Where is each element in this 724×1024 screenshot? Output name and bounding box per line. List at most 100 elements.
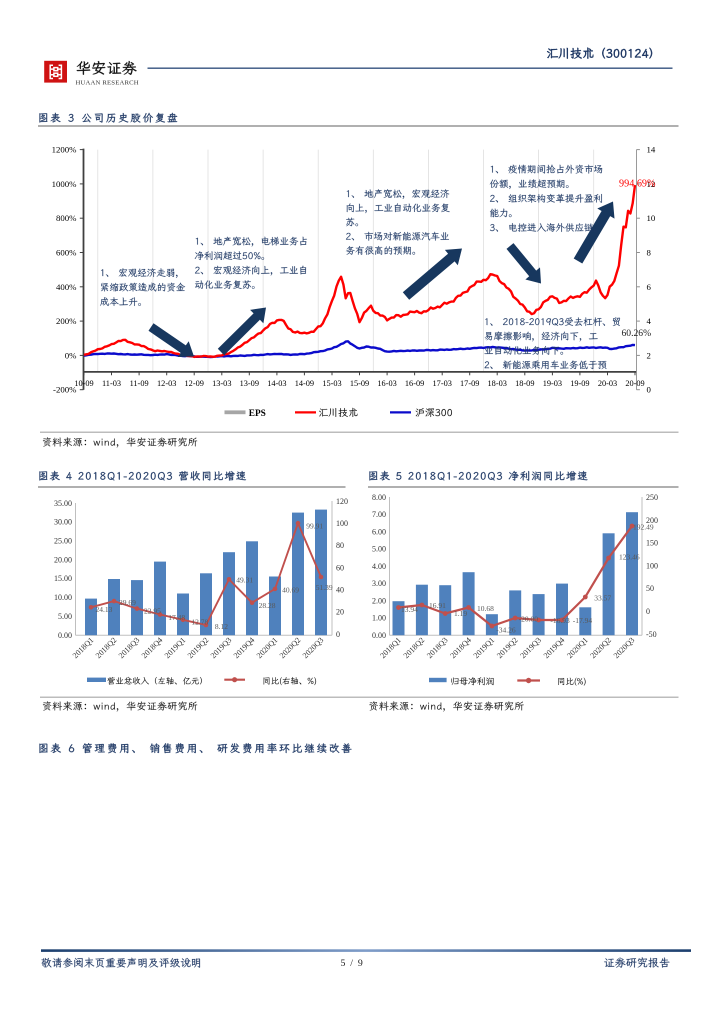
svg-text:12: 12 — [647, 179, 656, 189]
svg-text:28.28: 28.28 — [259, 601, 276, 610]
svg-text:150: 150 — [646, 539, 658, 548]
svg-text:-200%: -200% — [53, 385, 77, 395]
svg-text:19-09: 19-09 — [570, 379, 589, 388]
svg-text:1000%: 1000% — [52, 179, 78, 189]
svg-text:8.12: 8.12 — [215, 622, 228, 631]
svg-text:0.00: 0.00 — [58, 631, 72, 640]
svg-text:1200%: 1200% — [52, 145, 78, 155]
svg-text:50: 50 — [646, 584, 654, 593]
svg-text:13.94: 13.94 — [401, 605, 418, 614]
svg-text:16.91: 16.91 — [429, 601, 446, 610]
svg-text:192.49: 192.49 — [633, 523, 654, 532]
svg-text:100: 100 — [336, 519, 348, 528]
svg-text:17.48: 17.48 — [168, 613, 185, 622]
svg-text:-50: -50 — [646, 630, 657, 639]
svg-text:11-09: 11-09 — [130, 379, 149, 388]
svg-text:7.00: 7.00 — [372, 510, 386, 519]
svg-text:35.00: 35.00 — [54, 499, 72, 508]
svg-text:40.69: 40.69 — [282, 586, 299, 595]
svg-text:25.00: 25.00 — [54, 537, 72, 546]
svg-text:5.00: 5.00 — [58, 612, 72, 621]
svg-text:120: 120 — [336, 497, 348, 506]
svg-text:400%: 400% — [56, 282, 77, 292]
svg-text:49.31: 49.31 — [236, 576, 253, 585]
svg-text:2018Q2: 2018Q2 — [94, 636, 119, 661]
svg-text:16-09: 16-09 — [405, 379, 424, 388]
svg-text:200%: 200% — [56, 316, 77, 326]
svg-text:15-09: 15-09 — [350, 379, 369, 388]
svg-text:51.39: 51.39 — [316, 583, 333, 592]
svg-text:EPS: EPS — [249, 409, 266, 419]
svg-text:6: 6 — [647, 282, 652, 292]
svg-text:2.00: 2.00 — [372, 596, 386, 605]
svg-text:994.69%: 994.69% — [619, 179, 656, 190]
svg-text:2: 2 — [647, 350, 651, 360]
svg-text:13-09: 13-09 — [240, 379, 259, 388]
svg-text:12-03: 12-03 — [157, 379, 176, 388]
svg-text:60: 60 — [336, 563, 344, 572]
svg-text:33.57: 33.57 — [594, 593, 611, 602]
svg-text:0.00: 0.00 — [372, 631, 386, 640]
svg-text:-34.26: -34.26 — [496, 626, 516, 635]
svg-text:2018Q3: 2018Q3 — [425, 636, 450, 661]
svg-text:40: 40 — [336, 586, 344, 595]
svg-text:24.13: 24.13 — [96, 605, 113, 614]
svg-text:2019Q1: 2019Q1 — [163, 636, 188, 661]
svg-text:2018Q4: 2018Q4 — [140, 636, 165, 661]
svg-text:2020Q3: 2020Q3 — [301, 636, 326, 661]
svg-text:0: 0 — [336, 630, 340, 639]
svg-text:12-09: 12-09 — [185, 379, 204, 388]
svg-text:15.00: 15.00 — [54, 574, 72, 583]
svg-text:14: 14 — [647, 145, 656, 155]
svg-text:14-03: 14-03 — [267, 379, 286, 388]
svg-text:-20.00: -20.00 — [519, 614, 539, 623]
svg-text:1.19: 1.19 — [454, 609, 467, 618]
svg-text:250: 250 — [646, 493, 658, 502]
svg-text:-17.94: -17.94 — [573, 616, 593, 625]
svg-text:3.00: 3.00 — [372, 579, 386, 588]
svg-text:2020Q1: 2020Q1 — [255, 636, 280, 661]
svg-text:2019Q2: 2019Q2 — [186, 636, 211, 661]
svg-text:13-03: 13-03 — [212, 379, 231, 388]
svg-text:2019Q1: 2019Q1 — [472, 636, 497, 661]
svg-text:2019Q3: 2019Q3 — [209, 636, 234, 661]
svg-text:14-09: 14-09 — [295, 379, 314, 388]
svg-text:60.26%: 60.26% — [622, 328, 652, 339]
svg-text:HUAAN RESEARCH: HUAAN RESEARCH — [76, 80, 139, 87]
svg-text:10-09: 10-09 — [74, 379, 93, 388]
svg-text:11-03: 11-03 — [102, 379, 121, 388]
svg-text:80: 80 — [336, 541, 344, 550]
svg-text:6.00: 6.00 — [372, 527, 386, 536]
svg-text:2019Q4: 2019Q4 — [542, 636, 567, 661]
svg-text:2019Q2: 2019Q2 — [495, 636, 520, 661]
svg-text:17-09: 17-09 — [460, 379, 479, 388]
svg-text:2018Q4: 2018Q4 — [448, 636, 473, 661]
svg-text:10.00: 10.00 — [54, 593, 72, 602]
svg-text:600%: 600% — [56, 248, 77, 258]
svg-text:2018Q2: 2018Q2 — [402, 636, 427, 661]
svg-text:15-03: 15-03 — [322, 379, 341, 388]
svg-text:17-03: 17-03 — [433, 379, 452, 388]
svg-text:18-03: 18-03 — [488, 379, 507, 388]
svg-text:18-09: 18-09 — [515, 379, 534, 388]
svg-text:2020Q3: 2020Q3 — [612, 636, 637, 661]
svg-text:19-03: 19-03 — [543, 379, 562, 388]
svg-text:30.00: 30.00 — [54, 518, 72, 527]
svg-text:123.46: 123.46 — [619, 553, 640, 562]
svg-text:16-03: 16-03 — [377, 379, 396, 388]
svg-text:8: 8 — [647, 248, 652, 258]
svg-text:2019Q3: 2019Q3 — [518, 636, 543, 661]
svg-text:2019Q4: 2019Q4 — [232, 636, 257, 661]
svg-text:800%: 800% — [56, 213, 77, 223]
svg-text:20-03: 20-03 — [598, 379, 617, 388]
svg-text:0%: 0% — [65, 350, 77, 360]
svg-text:8.00: 8.00 — [372, 493, 386, 502]
svg-text:4.00: 4.00 — [372, 562, 386, 571]
svg-text:2018Q3: 2018Q3 — [117, 636, 142, 661]
svg-text:2018Q1: 2018Q1 — [71, 636, 96, 661]
svg-text:2020Q1: 2020Q1 — [565, 636, 590, 661]
svg-text:10: 10 — [647, 213, 656, 223]
svg-text:20.00: 20.00 — [54, 555, 72, 564]
svg-text:2020Q2: 2020Q2 — [588, 636, 613, 661]
svg-text:200: 200 — [646, 516, 658, 525]
